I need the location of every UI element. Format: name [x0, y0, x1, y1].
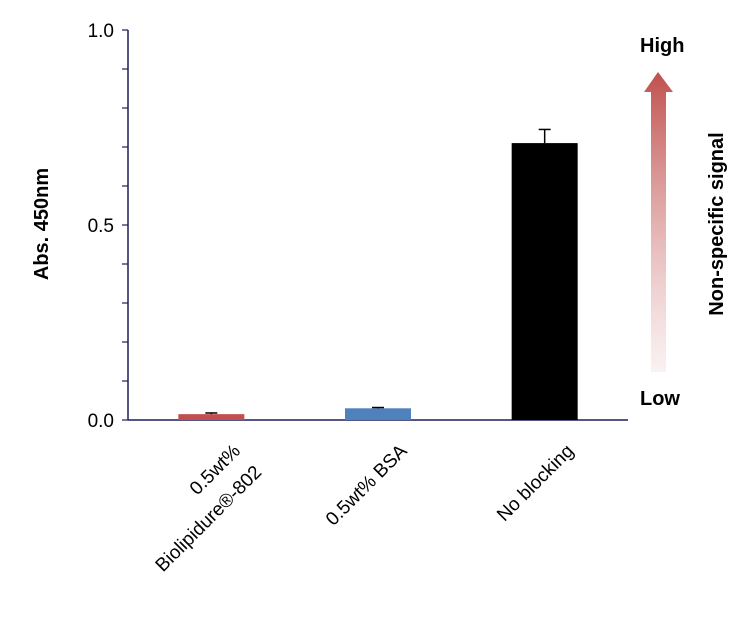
y-tick-label: 0.5 [88, 216, 114, 237]
indicator-low-label: Low [640, 388, 680, 410]
signal-arrow-icon [644, 72, 673, 372]
error-bars [205, 128, 551, 415]
y-tick-label: 0.0 [88, 411, 114, 432]
y-tick-label: 1.0 [88, 21, 114, 42]
x-tick-label: 0.5wt% BSA [322, 440, 412, 530]
indicator-axis-label: Non-specific signal [706, 132, 728, 315]
indicator-high-label: High [640, 35, 684, 57]
y-axis-label: Abs. 450nm [31, 168, 53, 280]
bar [178, 414, 245, 420]
x-tick-label: 0.5wt%Biolipidure®-802 [130, 441, 266, 577]
bar [345, 408, 411, 420]
bars [178, 143, 578, 420]
y-ticks: 0.0 0.5 1.0 [88, 21, 128, 432]
x-tick-labels: 0.5wt%Biolipidure®-802 0.5wt% BSA No block… [130, 440, 578, 577]
x-tick-label: No blocking [493, 441, 578, 526]
bar [511, 143, 578, 420]
